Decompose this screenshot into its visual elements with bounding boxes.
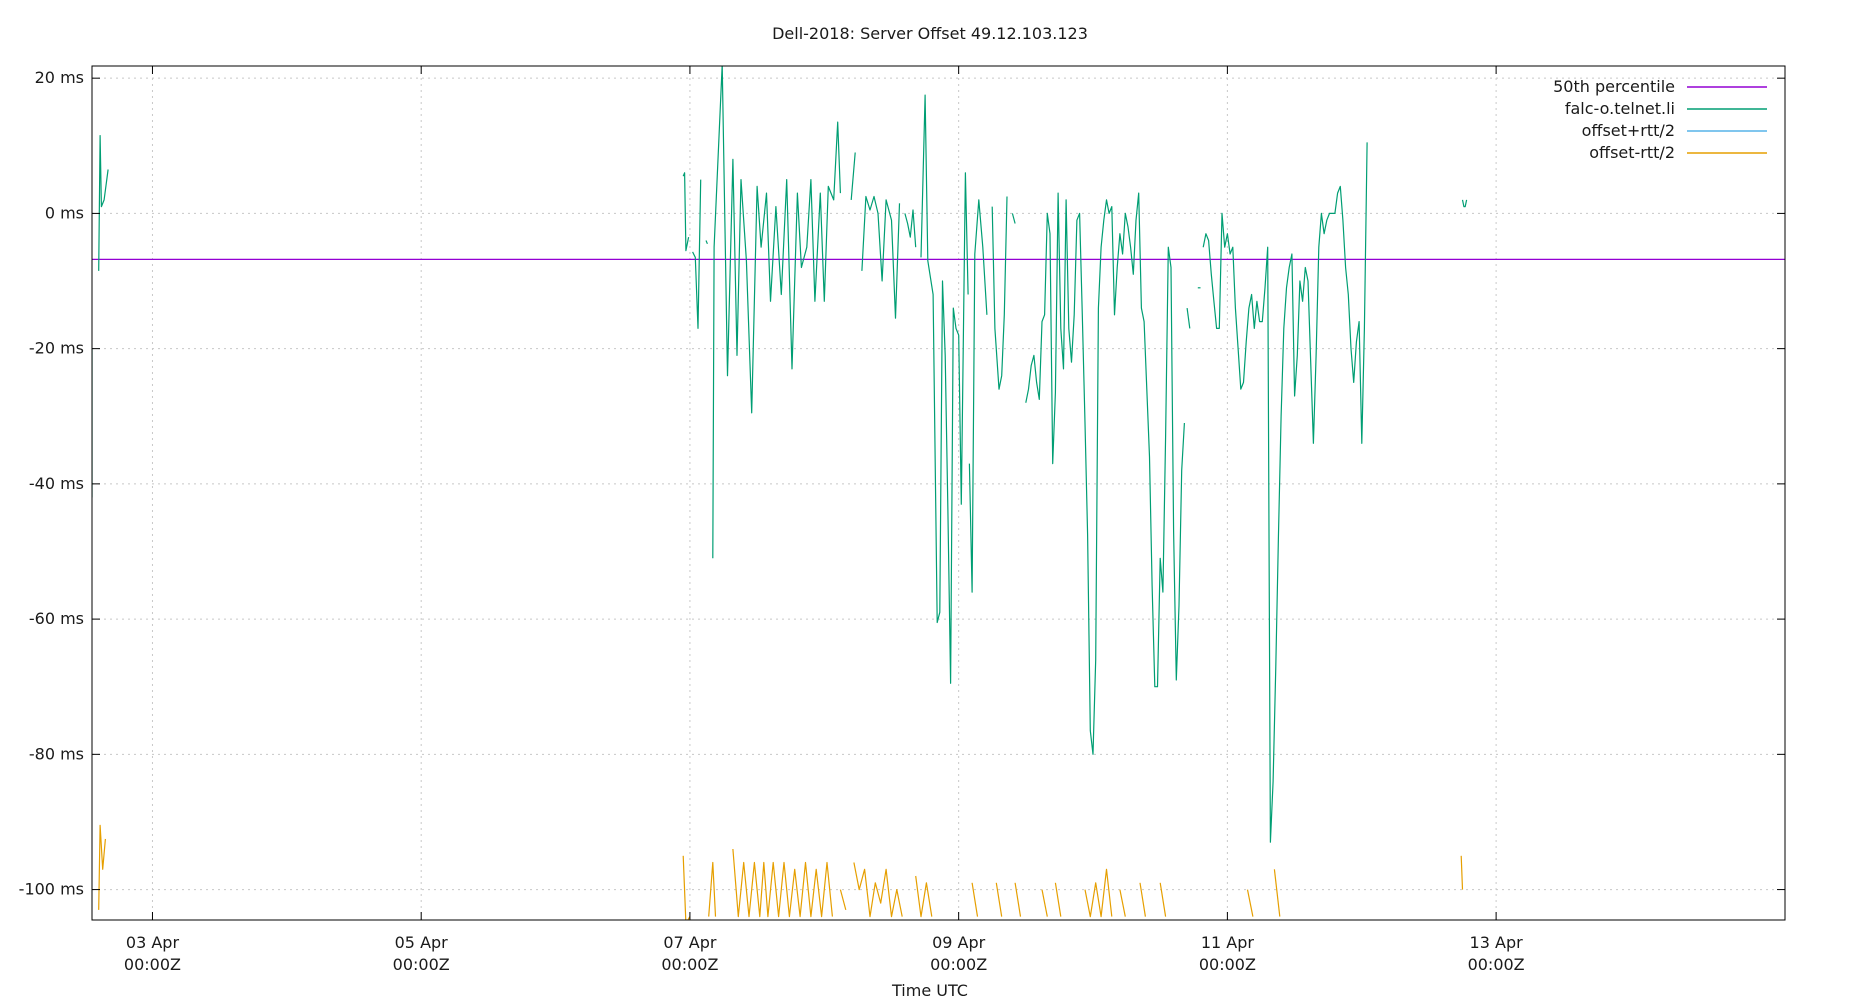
- legend-label: offset+rtt/2: [1582, 121, 1675, 140]
- series-line-offset-rtt-2: [1119, 889, 1126, 917]
- y-tick-label: -60 ms: [29, 609, 84, 628]
- series-line-offset-rtt-2: [1273, 869, 1281, 917]
- series-layer: [92, 66, 1785, 920]
- series-line-offset-rtt-2: [708, 861, 717, 917]
- series-line-falc-o-telnet-li: [692, 179, 702, 329]
- series-line-falc-o-telnet-li: [1011, 213, 1016, 224]
- x-tick-label: 03 Apr: [126, 933, 180, 952]
- plot-frame: [91, 65, 1786, 921]
- x-tick-sublabel: 00:00Z: [661, 955, 718, 974]
- series-line-falc-o-telnet-li: [1461, 199, 1468, 208]
- series-line-offset-rtt-2: [853, 862, 903, 918]
- series-line-offset-rtt-2: [1041, 889, 1048, 917]
- series-line-offset-rtt-2: [971, 882, 979, 917]
- x-axis: 03 Apr 00:00Z 05 Apr 00:00Z 07 Apr 00:00Z 09 A…: [124, 66, 1525, 974]
- series-line-falc-o-telnet-li: [705, 240, 708, 245]
- y-tick-label: 20 ms: [35, 68, 84, 87]
- series-line-offset-rtt-2: [1014, 882, 1022, 917]
- series-line-offset-rtt-2: [915, 875, 933, 918]
- x-tick-label: 09 Apr: [932, 933, 986, 952]
- series-line-offset-rtt-2: [995, 882, 1003, 917]
- series-line-offset-rtt-2: [682, 855, 691, 920]
- series-line-falc-o-telnet-li: [991, 196, 1008, 390]
- series-line-offset-rtt-2: [732, 848, 833, 918]
- series-line-offset-rtt-2: [839, 889, 847, 911]
- y-axis: 20 ms 0 ms -20 ms -40 ms -60 ms -80 ms -100 ms: [19, 68, 1785, 899]
- y-tick-label: -100 ms: [19, 880, 84, 899]
- y-tick-label: 0 ms: [45, 203, 84, 222]
- x-tick-sublabel: 00:00Z: [124, 955, 181, 974]
- legend: 50th percentile falc-o.telnet.li offset+rt…: [1553, 77, 1767, 162]
- series-line-falc-o-telnet-li: [98, 135, 109, 271]
- x-axis-label: Time UTC: [891, 981, 968, 1000]
- series-line-falc-o-telnet-li: [850, 152, 856, 200]
- y-tick-label: -80 ms: [29, 744, 84, 763]
- series-line-offset-rtt-2: [98, 824, 106, 910]
- series-line-offset-rtt-2: [1246, 889, 1254, 917]
- x-tick-label: 07 Apr: [663, 933, 717, 952]
- series-line-offset-rtt-2: [1460, 855, 1464, 890]
- series-line-falc-o-telnet-li: [904, 209, 917, 248]
- x-tick-label: 13 Apr: [1470, 933, 1524, 952]
- series-line-offset-rtt-2: [1139, 882, 1146, 917]
- series-line-falc-o-telnet-li: [1186, 308, 1191, 329]
- series-line-falc-o-telnet-li: [1202, 142, 1368, 843]
- series-line-offset-rtt-2: [1159, 882, 1167, 917]
- series-line-falc-o-telnet-li: [682, 172, 690, 252]
- series-line-falc-o-telnet-li: [712, 66, 841, 559]
- x-tick-sublabel: 00:00Z: [393, 955, 450, 974]
- x-tick-sublabel: 00:00Z: [1468, 955, 1525, 974]
- x-tick-label: 05 Apr: [395, 933, 449, 952]
- y-tick-label: -40 ms: [29, 474, 84, 493]
- legend-label: falc-o.telnet.li: [1565, 99, 1675, 118]
- legend-label: 50th percentile: [1553, 77, 1675, 96]
- series-line-falc-o-telnet-li: [920, 94, 969, 684]
- x-tick-sublabel: 00:00Z: [1199, 955, 1256, 974]
- series-line-falc-o-telnet-li: [968, 199, 988, 593]
- series-clip: [92, 66, 1785, 920]
- series-line-offset-rtt-2: [1054, 882, 1062, 917]
- chart-title: Dell-2018: Server Offset 49.12.103.123: [772, 24, 1088, 43]
- series-line-falc-o-telnet-li: [1025, 192, 1185, 755]
- x-tick-sublabel: 00:00Z: [930, 955, 987, 974]
- legend-label: offset-rtt/2: [1589, 143, 1675, 162]
- series-line-falc-o-telnet-li: [861, 195, 901, 319]
- series-line-offset-rtt-2: [1084, 868, 1113, 918]
- x-tick-label: 11 Apr: [1201, 933, 1255, 952]
- y-tick-label: -20 ms: [29, 339, 84, 358]
